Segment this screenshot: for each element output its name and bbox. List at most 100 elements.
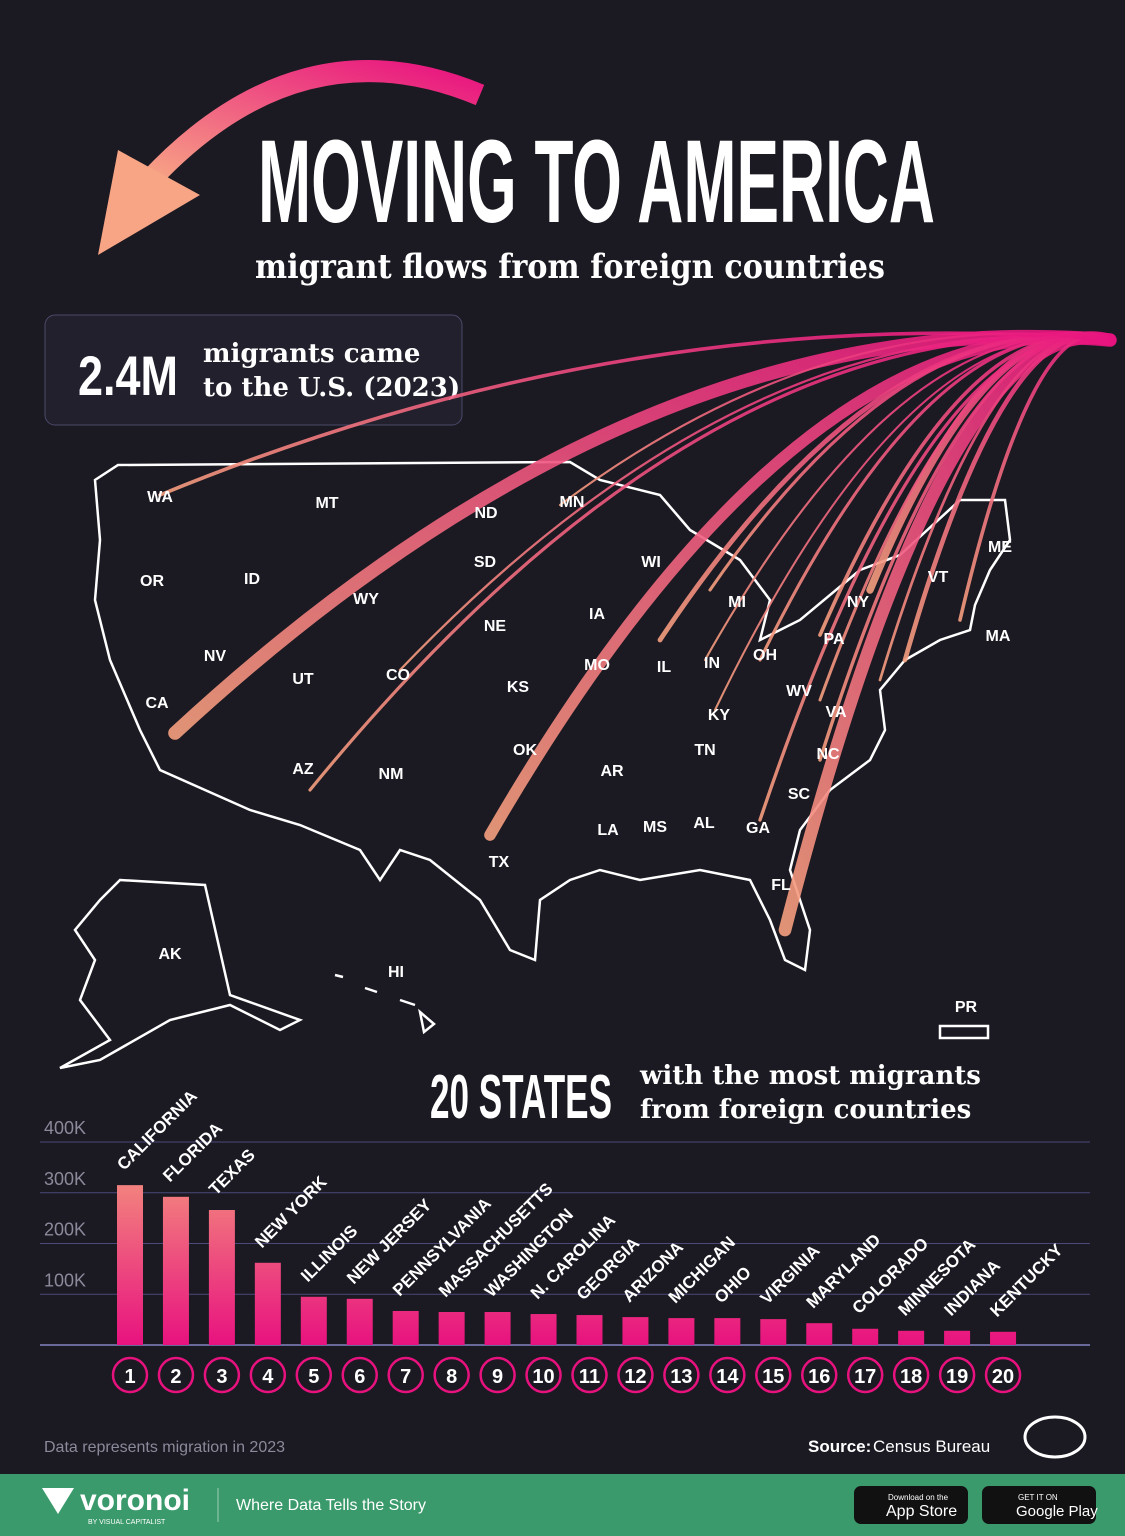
state-label: MI (728, 594, 746, 611)
map-outline (59, 460, 1012, 1070)
rank-label: 18 (900, 1366, 922, 1388)
rank-label: 20 (992, 1366, 1014, 1388)
state-label: MA (986, 628, 1011, 645)
source: Census Bureau (873, 1437, 990, 1456)
stat-line: to the U.S. (2023) (203, 373, 460, 403)
flows (158, 329, 1117, 937)
chart-subheading: from foreign countries (640, 1095, 971, 1125)
arrow (141, 60, 485, 188)
rank-circle (111, 1356, 149, 1394)
stat-value: 2.4M (78, 344, 178, 407)
rank-circle (525, 1356, 562, 1394)
bar (944, 1330, 971, 1345)
bar (162, 1196, 189, 1345)
y-tick-label: 400K (44, 1118, 86, 1138)
rank-circle (801, 1356, 838, 1394)
rank-circle (571, 1356, 608, 1394)
state-label: NE (484, 618, 507, 635)
state-label: NC (816, 746, 840, 763)
rank-circle (295, 1356, 333, 1394)
state-label: MT (315, 495, 338, 512)
state-label: CA (145, 695, 169, 712)
flow-line (158, 331, 1112, 497)
rank-label: 6 (354, 1366, 365, 1388)
alaska-outline (59, 878, 304, 1070)
state-label: HI (388, 964, 404, 981)
subtitle: migrant flows from foreign countries (255, 247, 885, 287)
state-label: CO (386, 667, 410, 684)
state-label: ID (244, 571, 260, 588)
state-label: WA (147, 489, 173, 506)
bar (898, 1330, 925, 1345)
bar (852, 1328, 879, 1345)
google-play-badge[interactable] (982, 1486, 1096, 1524)
rank-label: 14 (716, 1366, 739, 1388)
rank-label: 3 (216, 1366, 227, 1388)
bar (990, 1331, 1017, 1345)
rank-label: 4 (262, 1366, 274, 1388)
rank-circle (892, 1356, 930, 1394)
rank-circle (663, 1356, 700, 1394)
rank-label: 15 (762, 1366, 784, 1388)
state-label: IN (704, 655, 720, 672)
y-tick-label: 200K (44, 1220, 86, 1240)
state-label: TN (694, 742, 715, 759)
rank-circle (387, 1356, 424, 1394)
state-label: WY (353, 591, 379, 608)
source-label: Source: (808, 1437, 871, 1456)
stat-box (44, 314, 463, 426)
rank-label: 19 (946, 1366, 968, 1388)
state-label: ND (474, 505, 497, 522)
state-label: IL (657, 659, 671, 676)
bar (622, 1317, 649, 1345)
state-label: AZ (292, 761, 314, 778)
bar (714, 1318, 741, 1345)
brand-icon (42, 1488, 74, 1514)
y-tick-label: 300K (44, 1169, 86, 1189)
state-label: SC (788, 786, 811, 803)
bar (254, 1262, 281, 1345)
badge-big: Google Play (1016, 1503, 1098, 1520)
state-label: KY (708, 707, 731, 724)
rank-label: 9 (492, 1366, 503, 1388)
state-label: NM (379, 766, 404, 783)
state-label: PA (823, 631, 844, 648)
y-tick-label: 100K (44, 1270, 86, 1290)
rank-circle (984, 1356, 1022, 1394)
arrow-head (98, 150, 200, 255)
state-label: OK (513, 742, 537, 759)
state-label: TX (489, 854, 510, 871)
brand-sub: BY VISUAL CAPITALIST (88, 1519, 166, 1526)
app-store-badge[interactable] (854, 1486, 968, 1524)
flow-line (308, 335, 1112, 792)
rank-label: 13 (670, 1366, 692, 1388)
rank-circle (157, 1356, 195, 1394)
state-label: FL (771, 877, 791, 894)
state-label: IA (589, 606, 605, 623)
bar (438, 1312, 465, 1345)
state-label: GA (746, 820, 770, 837)
us-outline (93, 460, 1012, 972)
rank-label: 11 (579, 1366, 600, 1388)
chart-subheading: with the most migrants (639, 1061, 981, 1091)
state-label: MN (560, 494, 585, 511)
bar (117, 1185, 143, 1345)
state-label: ME (988, 539, 1012, 556)
state-label: KS (507, 679, 530, 696)
hawaii-outline (334, 973, 436, 1035)
brand: voronoi (80, 1484, 190, 1517)
rank-circle (341, 1356, 378, 1394)
stat-line: migrants came (203, 339, 420, 369)
flow-line (558, 332, 1112, 507)
state-label: NV (204, 648, 227, 665)
rank-circle (709, 1356, 746, 1394)
badge-small: Download on the (888, 1493, 949, 1502)
chart-heading: 20 STATES (430, 1063, 612, 1132)
rank-circle (938, 1356, 976, 1394)
rank-circle (479, 1356, 516, 1394)
rank-circle (617, 1356, 654, 1394)
pr-outline (938, 1024, 990, 1040)
rank-label: 17 (854, 1366, 876, 1388)
